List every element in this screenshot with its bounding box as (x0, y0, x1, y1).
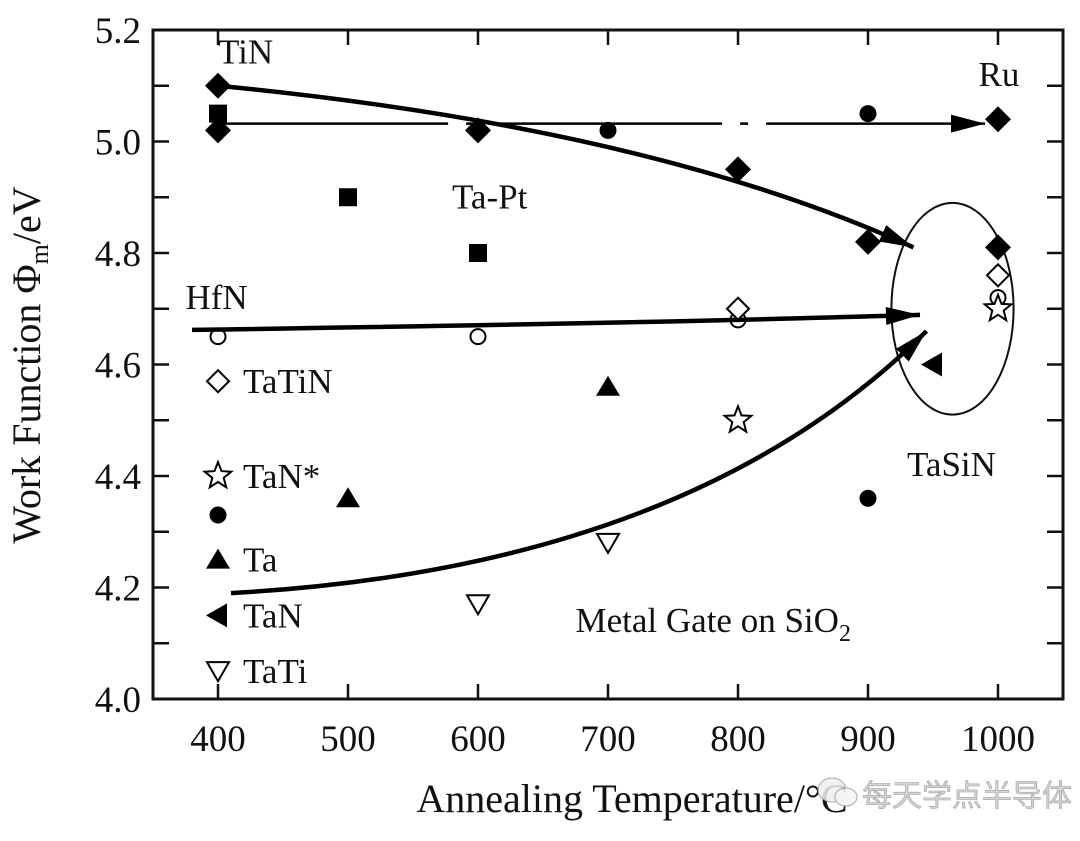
legend-marker (202, 459, 234, 490)
legend-marker (205, 661, 231, 684)
x-tick-label: 600 (450, 719, 506, 760)
x-tick-label: 400 (190, 719, 246, 760)
data-point-ta-pt (209, 104, 227, 123)
legend-marker (206, 603, 227, 628)
y-axis-title-tail: /eV (4, 186, 49, 244)
data-point-tin (985, 234, 1011, 261)
x-tick-label: 800 (710, 719, 766, 760)
annotation-label: HfN (186, 278, 248, 317)
TiN-trend-line (217, 83, 915, 250)
y-tick-label: 4.2 (95, 569, 141, 610)
data-point-tan (921, 352, 942, 377)
data-point-ta (336, 487, 360, 508)
Ru-trend-arrowhead (951, 114, 985, 133)
annotation-label: Ru (979, 55, 1020, 94)
data-point-tin (205, 72, 231, 99)
wechat-icon (817, 777, 858, 807)
data-markers (205, 72, 1014, 617)
data-point-tin (855, 228, 881, 255)
data-point-tan- (982, 292, 1014, 323)
legend-marker (205, 368, 231, 394)
annotation-text: Metal Gate on SiO (576, 601, 839, 640)
data-point-tatin (725, 296, 751, 322)
y-tick-label: 5.2 (95, 11, 141, 52)
legend-label: TaTiN (243, 362, 333, 401)
TaN-trend-arrowhead (896, 331, 927, 362)
annotation-text: TiN (218, 32, 273, 71)
data-point-tasin (859, 489, 877, 507)
y-axis-title: Work Function Φm/eV (4, 186, 54, 543)
HfN-trend-line (191, 312, 921, 333)
annotation-text: TaSiN (907, 445, 996, 484)
legend-label: Ta (243, 541, 278, 580)
y-tick-label: 4.4 (95, 457, 141, 498)
annotation-label: Ta-Pt (452, 177, 528, 216)
legend-marker (209, 506, 227, 524)
data-point-ru (985, 106, 1011, 133)
data-point-tan- (722, 403, 754, 434)
data-point-ta-pt (339, 188, 357, 207)
y-axis-title-sub: m (25, 244, 54, 264)
annotation-text: Ru (979, 55, 1020, 94)
x-tick-label: 500 (320, 719, 376, 760)
x-tick-label: 900 (840, 719, 896, 760)
annotation-label: Metal Gate on SiO2 (576, 601, 851, 647)
data-point-tin (205, 117, 231, 144)
legend-label: TaTi (243, 652, 308, 691)
y-tick-label: 5.0 (95, 123, 141, 164)
data-point-tin (465, 117, 491, 144)
annotation-label: TiN (218, 32, 273, 71)
TiN-trend-arrowhead (878, 225, 914, 248)
data-point-tin (725, 156, 751, 183)
annotation-subscript: 2 (839, 621, 851, 647)
data-point-tati (595, 532, 621, 555)
legend: TaTiN TaN* Ta TaN TaTi (202, 362, 333, 691)
legend-marker (206, 548, 230, 569)
annotations: TiN Ru Ta-Pt HfN TaSiN Metal Gate on SiO2 (186, 32, 1020, 647)
annotation-text: HfN (186, 278, 248, 317)
legend-label: TaN (243, 596, 303, 635)
axes: 400 500 600 700 800 900 1000 4.0 4.2 4.4 4.6 4.8 5.0… (95, 11, 1065, 760)
data-point-tatin (985, 262, 1011, 288)
y-tick-label: 4.8 (95, 234, 141, 275)
y-tick-label: 4.6 (95, 346, 141, 387)
x-tick-label: 1000 (961, 719, 1035, 760)
data-point-ta-pt (469, 244, 487, 262)
watermark-text: 每天学点半导体 (862, 779, 1072, 814)
TaN-trend-line (230, 329, 929, 596)
x-tick-label: 700 (580, 719, 636, 760)
annotation-text: Ta-Pt (452, 177, 528, 216)
data-point-tasin (859, 105, 877, 123)
watermark: 每天学点半导体 (817, 777, 1072, 814)
y-tick-label: 4.0 (95, 680, 141, 721)
trend-arrows (191, 83, 1015, 596)
data-point-ta (596, 375, 620, 396)
data-point-hfn (209, 328, 227, 346)
data-point-hfn (469, 328, 487, 346)
data-point-tasin (599, 121, 617, 139)
y-axis-title-main: Work Function Φ (4, 264, 49, 543)
legend-label: TaN* (243, 457, 320, 496)
data-point-tati (465, 594, 491, 617)
x-axis-title: Annealing Temperature/°C (416, 776, 847, 821)
annotation-label: TaSiN (907, 445, 996, 484)
HfN-trend-arrowhead (885, 306, 920, 325)
